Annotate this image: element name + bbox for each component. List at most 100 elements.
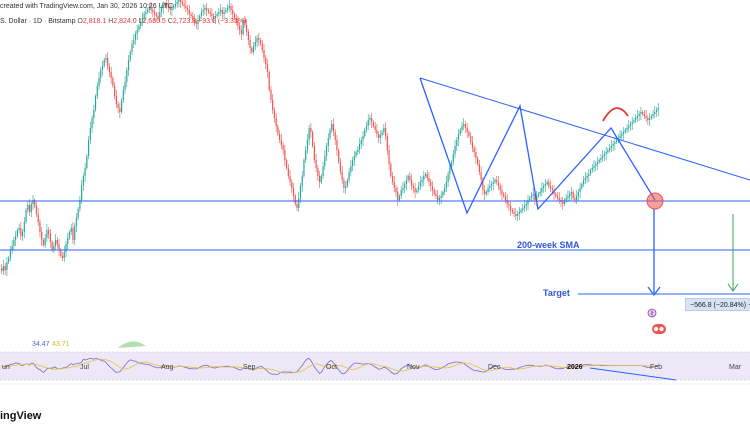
measure-arrow-head bbox=[727, 283, 739, 292]
candle-body bbox=[360, 140, 362, 144]
candle-body bbox=[480, 172, 482, 180]
candle-body bbox=[58, 244, 60, 250]
candle-body bbox=[157, 16, 159, 18]
candle-body bbox=[49, 234, 51, 242]
candle-body bbox=[46, 230, 48, 238]
ohlc-legend[interactable]: S. Dollar · 1D · Bitstamp O2,818.1 H2,82… bbox=[0, 18, 247, 25]
candle-body bbox=[579, 188, 581, 192]
candle-body bbox=[424, 174, 427, 176]
candle-body bbox=[13, 240, 15, 246]
candle-body bbox=[411, 180, 413, 186]
candle-body bbox=[317, 168, 319, 176]
candle-body bbox=[336, 140, 338, 150]
candle-body bbox=[504, 196, 507, 200]
candle-body bbox=[44, 238, 46, 245]
candle-body bbox=[11, 246, 13, 250]
candle-body bbox=[206, 8, 208, 10]
candle-body bbox=[200, 12, 203, 16]
candle-body bbox=[20, 228, 22, 236]
candle-body bbox=[266, 64, 269, 72]
candle-body bbox=[219, 10, 222, 12]
rsi-divergence-line bbox=[589, 367, 677, 381]
candle-body bbox=[171, 8, 173, 10]
candle-body bbox=[202, 10, 204, 12]
open-value: 2,818.1 bbox=[82, 18, 107, 25]
candle-body bbox=[107, 58, 109, 66]
candle-body bbox=[513, 212, 515, 214]
candle-body bbox=[299, 186, 302, 198]
candle-body bbox=[596, 162, 599, 164]
candle-body bbox=[593, 166, 595, 168]
candle-body bbox=[86, 156, 88, 168]
candle-body bbox=[515, 214, 517, 216]
candle-body bbox=[325, 146, 328, 156]
candle-body bbox=[138, 26, 140, 30]
candle-body bbox=[478, 164, 480, 172]
candle-body bbox=[343, 180, 345, 188]
candle-body bbox=[65, 244, 67, 252]
candle-body bbox=[417, 186, 420, 190]
candle-body bbox=[143, 14, 145, 18]
candle-body bbox=[298, 198, 300, 208]
candle-body bbox=[353, 156, 355, 160]
candle-body bbox=[9, 250, 12, 258]
candle-body bbox=[199, 16, 201, 20]
candle-body bbox=[449, 168, 451, 174]
candle-body bbox=[25, 210, 27, 222]
candle-body bbox=[477, 158, 479, 164]
candle-body bbox=[133, 40, 135, 44]
x-tick-sep: Sep bbox=[243, 364, 256, 371]
candle-body bbox=[591, 168, 593, 170]
tradingview-logo[interactable]: ingView bbox=[0, 410, 42, 422]
candle-body bbox=[464, 124, 467, 128]
candle-body bbox=[190, 14, 192, 16]
candle-body bbox=[223, 12, 225, 14]
candle-body bbox=[185, 6, 187, 8]
candle-body bbox=[285, 160, 288, 168]
candle-body bbox=[193, 20, 196, 22]
candle-body bbox=[551, 188, 553, 190]
candle-body bbox=[140, 22, 142, 26]
candle-body bbox=[329, 130, 331, 138]
candle-body bbox=[27, 205, 29, 210]
candle-body bbox=[603, 154, 606, 156]
candle-body bbox=[456, 140, 458, 146]
candle-body bbox=[390, 164, 392, 176]
candle-body bbox=[160, 8, 163, 12]
candle-body bbox=[256, 38, 258, 42]
candle-body bbox=[497, 182, 500, 186]
candle-body bbox=[589, 170, 592, 174]
candle-body bbox=[18, 228, 20, 230]
candle-body bbox=[598, 160, 600, 162]
candle-body bbox=[63, 252, 65, 258]
candle-body bbox=[72, 228, 74, 240]
candle-body bbox=[181, 2, 183, 4]
candle-body bbox=[15, 236, 17, 240]
candle-body bbox=[28, 205, 31, 212]
candle-body bbox=[94, 96, 97, 110]
candle-body bbox=[79, 200, 81, 209]
candle-body bbox=[294, 196, 296, 204]
candle-body bbox=[246, 25, 248, 32]
candle-body bbox=[51, 242, 53, 250]
candle-body bbox=[537, 194, 540, 196]
candle-body bbox=[402, 188, 404, 190]
candle-body bbox=[654, 112, 656, 114]
candle-body bbox=[87, 140, 90, 156]
candle-body bbox=[174, 4, 177, 6]
candle-body bbox=[150, 8, 152, 10]
candle-body bbox=[183, 4, 185, 6]
candle-body bbox=[371, 118, 373, 122]
candle-body bbox=[508, 204, 510, 206]
candle-body bbox=[527, 200, 529, 204]
candle-body bbox=[167, 6, 170, 8]
candle-body bbox=[306, 140, 309, 150]
candlestick-series bbox=[1, 0, 659, 276]
candle-body bbox=[421, 180, 423, 182]
candle-body bbox=[32, 200, 34, 204]
candle-body bbox=[501, 190, 503, 194]
sma-200-week-label: 200-week SMA bbox=[517, 240, 580, 250]
candle-body bbox=[565, 198, 567, 200]
candle-body bbox=[341, 172, 343, 180]
